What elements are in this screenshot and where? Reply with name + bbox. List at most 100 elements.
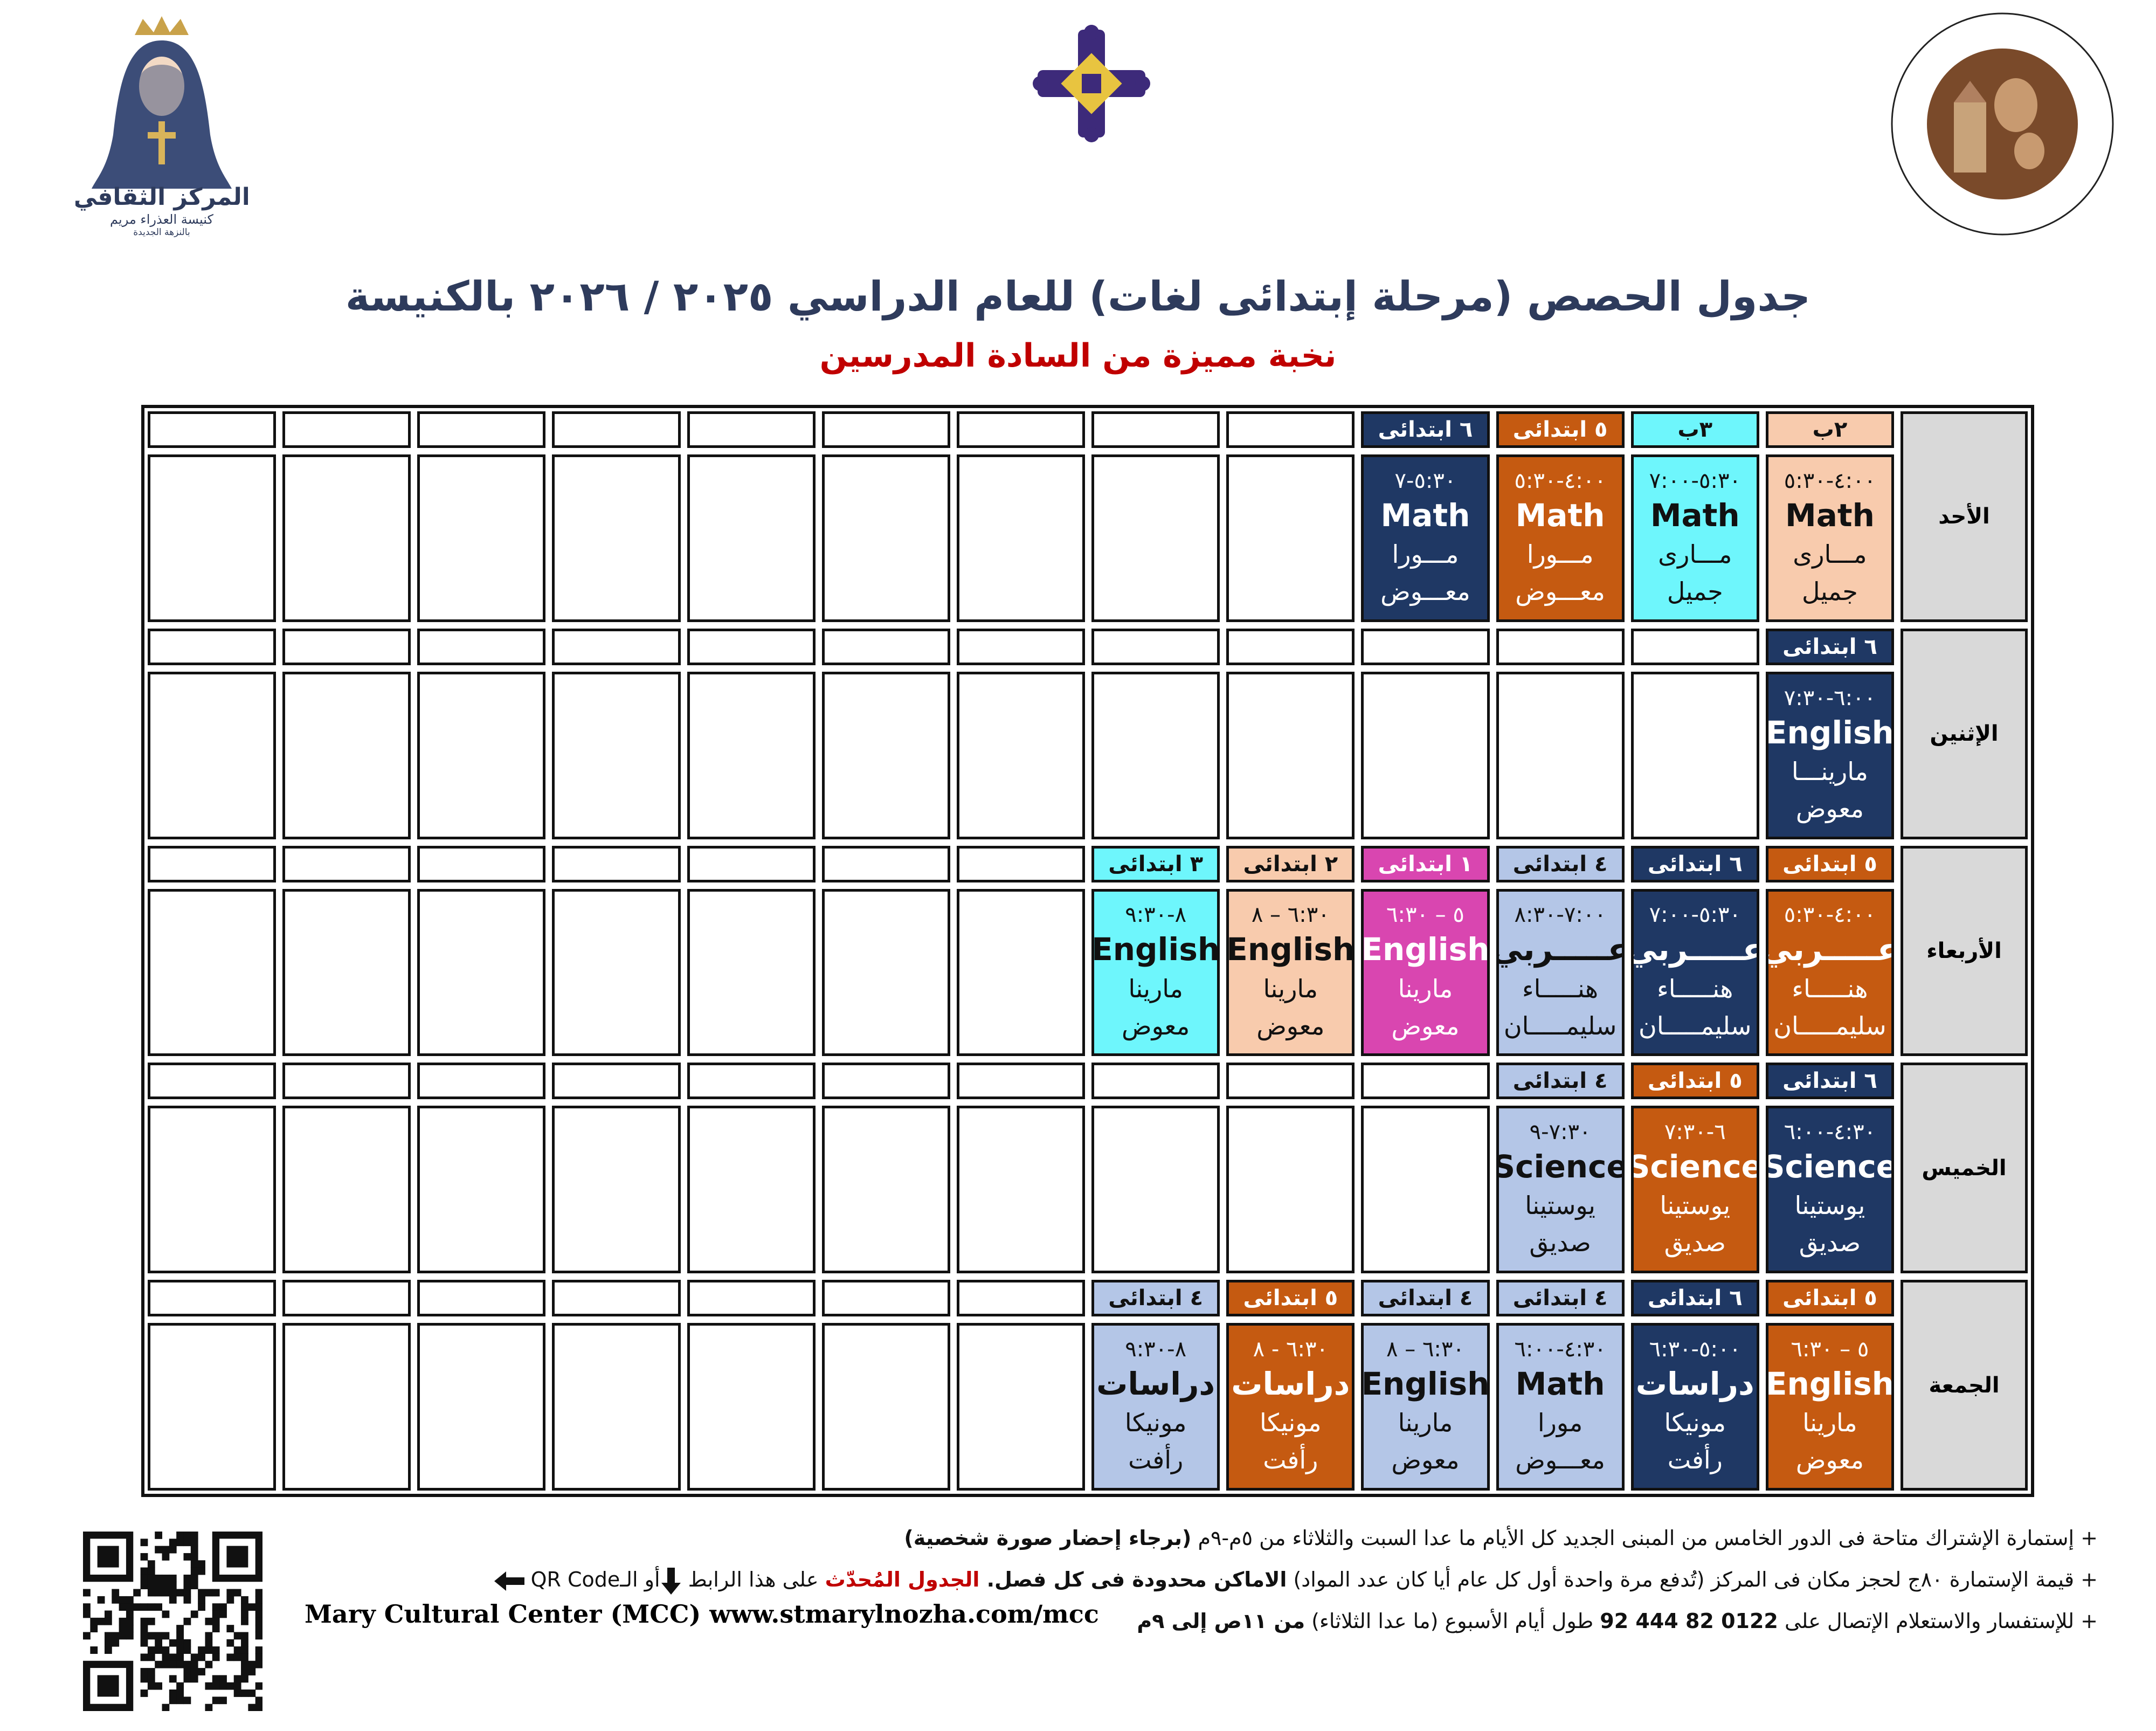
class-cell: [282, 671, 411, 839]
grade-cell: ٤ ابتدائى: [1496, 845, 1625, 882]
qr-module: [190, 1582, 198, 1590]
qr-module: [233, 1689, 241, 1697]
subject: English: [1226, 931, 1355, 968]
qr-module: [155, 1589, 163, 1597]
grade-cell: [956, 1280, 1086, 1317]
class-cell: [821, 671, 950, 839]
qr-module: [162, 1632, 170, 1640]
teacher: معـــوض: [1515, 577, 1605, 606]
teacher: مارينا: [1398, 974, 1453, 1003]
qr-module: [155, 1632, 163, 1640]
qr-module: [162, 1574, 170, 1582]
svg-text:✠ بطريركية الاقباط الارثوذكس ✠: ✠ بطريركية الاقباط الارثوذكس ✠ كنيسة الس…: [1889, 11, 1904, 16]
teacher: رأفت: [1667, 1445, 1723, 1475]
footer-text: أو الـQR Code: [530, 1568, 660, 1591]
qr-module: [190, 1660, 198, 1668]
footer-text: + قيمة الإستمارة ٨٠ج لحجز مكان فى المركز…: [1287, 1568, 2098, 1591]
grade-cell: [956, 1063, 1086, 1100]
grade-cell: [282, 628, 411, 665]
qr-module: [190, 1539, 198, 1547]
title: جدول الحصص (مرحلة إبتدائى لغات) للعام ال…: [345, 272, 1811, 320]
grade-cell: ٦ ابتدائى: [1361, 411, 1490, 448]
qr-module: [90, 1646, 98, 1654]
class-cell: [552, 1106, 681, 1274]
teacher: معوض: [1256, 1011, 1325, 1040]
qr-module: [169, 1589, 177, 1597]
teacher: هنـــــاء: [1657, 974, 1733, 1003]
teacher: مارينا: [1802, 1408, 1857, 1438]
qr-module: [119, 1625, 127, 1632]
qr-module: [169, 1574, 177, 1582]
class-cell: [956, 454, 1086, 622]
qr-module: [212, 1625, 220, 1632]
subject: Science: [1765, 1148, 1894, 1185]
grade-cell: ٥ ابتدائى: [1496, 411, 1625, 448]
qr-module: [241, 1632, 248, 1640]
qr-module: [162, 1660, 170, 1668]
qr-module: [226, 1682, 234, 1690]
grade-cell: ٤ ابتدائى: [1091, 1280, 1220, 1317]
grade: ٦ ابتدائى: [1378, 417, 1473, 442]
arrow-left: [494, 1571, 524, 1591]
qr-module: [205, 1632, 213, 1640]
logo-ring-text: ✠ بطريركية الاقباط الارثوذكس ✠ كنيسة الس…: [1889, 11, 1904, 16]
qr-module: [112, 1639, 120, 1647]
grade-cell: ١ ابتدائى: [1361, 845, 1490, 882]
qr-module: [255, 1696, 262, 1705]
qr-module: [133, 1603, 141, 1611]
class-cell: [821, 1323, 950, 1491]
qr-module: [190, 1553, 198, 1561]
grade: ٤ ابتدائى: [1108, 1286, 1203, 1311]
teacher: معوض: [1122, 1011, 1190, 1040]
qr-module: [169, 1660, 177, 1668]
day-name: الخميس: [1922, 1155, 2007, 1181]
qr-module: [147, 1567, 155, 1575]
class-cell: [956, 888, 1086, 1057]
day-name: الجمعة: [1929, 1373, 2000, 1398]
grade-cell: ٥ ابتدائى: [1765, 845, 1894, 882]
grade-cell: [1091, 411, 1220, 448]
subject: دراسات: [1096, 1365, 1215, 1402]
class-cell: ٤:٠٠-٥:٣٠ Math مـــارى جميل: [1765, 454, 1894, 622]
qr-module: [147, 1617, 155, 1625]
right-logo: ✠ بطريركية الاقباط الارثوذكس ✠ كنيسة الس…: [1889, 11, 2114, 236]
grade-cell: ٦ ابتدائى: [1765, 628, 1894, 665]
qr-module: [219, 1675, 227, 1683]
qr-module: [104, 1639, 112, 1647]
grade: ٣ب: [1677, 417, 1713, 442]
grade: ٥ ابتدائى: [1647, 1068, 1743, 1094]
time: ٦-٧:٣٠: [1664, 1120, 1726, 1145]
class-cell: [956, 671, 1086, 839]
time: ٥ – ٦:٣٠: [1791, 1336, 1869, 1362]
grade: ٤ ابتدائى: [1512, 1286, 1608, 1311]
qr-module: [248, 1660, 256, 1668]
time: ٥ – ٦:٣٠: [1386, 902, 1464, 928]
grade-cell: ٣ب: [1630, 411, 1759, 448]
qr-module: [176, 1646, 184, 1654]
time: ٥:٣٠-٧:٠٠: [1649, 902, 1741, 928]
qr-module: [140, 1668, 148, 1675]
qr-module: [183, 1539, 191, 1547]
qr-module: [147, 1646, 155, 1654]
footer-text: 0122 82 444 92: [1600, 1609, 1778, 1633]
footer-text: (برجاء إحضار صورة شخصية): [904, 1526, 1192, 1550]
time: ٨-٩:٣٠: [1125, 1336, 1187, 1362]
qr-module: [226, 1589, 234, 1597]
time: ٤:٠٠-٥:٣٠: [1784, 902, 1876, 928]
grade-cell: ٦ ابتدائى: [1630, 1280, 1759, 1317]
qr-module: [176, 1589, 184, 1597]
class-cell: [821, 888, 950, 1057]
qr-module: [176, 1539, 184, 1547]
grade: ٥ ابتدائى: [1512, 417, 1608, 442]
footer-text: الاماكن محدودة فى كل فصل.: [979, 1568, 1287, 1591]
qr-module: [162, 1653, 170, 1661]
qr-module: [140, 1539, 148, 1547]
qr-module: [183, 1696, 191, 1705]
class-cell: [1226, 671, 1355, 839]
qr-module: [212, 1603, 220, 1611]
qr-module: [83, 1610, 91, 1618]
qr-module: [233, 1653, 241, 1661]
qr-module: [126, 1632, 134, 1640]
qr-module: [140, 1574, 148, 1582]
